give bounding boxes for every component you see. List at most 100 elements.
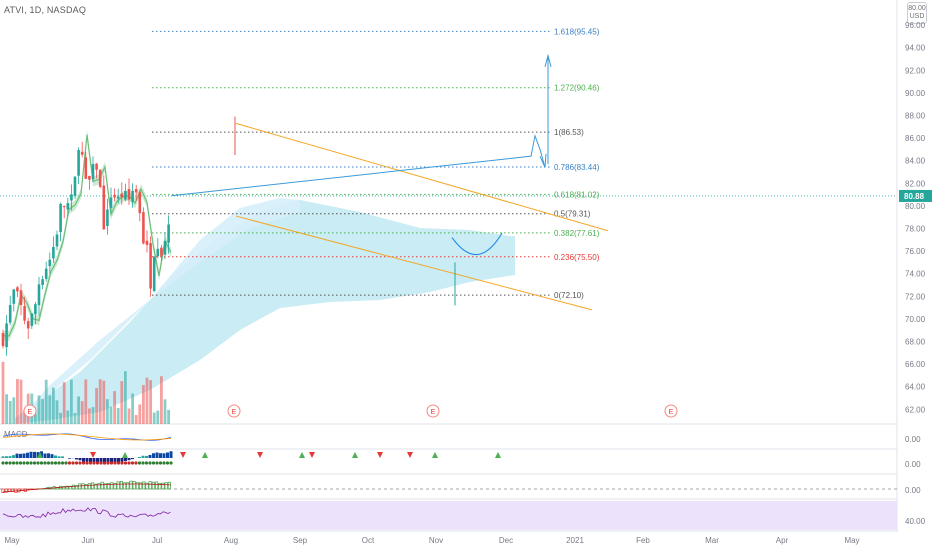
momentum-dot bbox=[1, 461, 5, 465]
fib-label-6: 0.382(77.61) bbox=[554, 229, 600, 238]
momentum-dot bbox=[141, 461, 145, 465]
volume-bar bbox=[8, 401, 12, 424]
y-tick-label-10: 78.00 bbox=[905, 225, 926, 234]
fib-label-4: 0.618(81.02) bbox=[554, 190, 600, 199]
osc-bar bbox=[155, 481, 159, 490]
volume-bar bbox=[19, 379, 23, 424]
volume-bar bbox=[1, 361, 5, 424]
osc-bar bbox=[110, 482, 114, 490]
momentum-dot bbox=[57, 461, 61, 465]
ichimoku-cloud bbox=[15, 200, 515, 424]
momentum-bar bbox=[22, 453, 26, 458]
volume-bar bbox=[5, 394, 8, 424]
momentum-dot bbox=[32, 461, 37, 465]
volume-bar bbox=[167, 409, 170, 424]
momentum-bar bbox=[54, 455, 57, 458]
x-tick-label-4: Sep bbox=[293, 536, 308, 545]
momentum-dot bbox=[127, 461, 131, 465]
volume-bar bbox=[145, 377, 149, 424]
momentum-bar bbox=[15, 453, 19, 458]
candles-layer bbox=[1, 116, 456, 356]
candle-body bbox=[113, 194, 116, 198]
momentum-dot bbox=[4, 461, 9, 465]
volume-bar bbox=[88, 408, 91, 424]
momentum-bar bbox=[82, 458, 85, 462]
signal-up-triangle-5 bbox=[432, 452, 438, 458]
momentum-bar bbox=[120, 458, 124, 462]
osc-bar bbox=[65, 485, 69, 490]
x-tick-label-9: Feb bbox=[636, 536, 650, 545]
y-tick-label-12: 74.00 bbox=[905, 270, 926, 279]
cloud-band-2 bbox=[20, 198, 300, 418]
momentum-dot bbox=[39, 461, 44, 465]
momentum-dot bbox=[50, 461, 54, 465]
momentum-bar bbox=[96, 458, 99, 464]
momentum-bar bbox=[169, 451, 173, 458]
momentum-dot bbox=[151, 461, 156, 465]
candle-body bbox=[160, 247, 163, 256]
candle-body bbox=[134, 189, 138, 193]
momentum-dot bbox=[25, 461, 30, 465]
y-tick-label-15: 68.00 bbox=[905, 338, 926, 347]
candle-body bbox=[77, 150, 80, 176]
ribbon-layer bbox=[3, 129, 172, 341]
momentum-bar bbox=[148, 454, 152, 458]
fib-label-2: 1(86.53) bbox=[554, 128, 584, 137]
volume-bar bbox=[113, 391, 116, 424]
candle-body bbox=[12, 289, 16, 304]
osc-bar bbox=[107, 483, 111, 490]
candle-body bbox=[145, 240, 149, 245]
volume-bar bbox=[77, 396, 80, 424]
osc-bar bbox=[94, 483, 98, 490]
y-tick-label-9: 80.00 bbox=[905, 202, 926, 211]
momentum-bar bbox=[26, 452, 29, 458]
osc-bar bbox=[84, 484, 88, 490]
volume-bar bbox=[73, 412, 77, 424]
y-tick-label-4: 90.00 bbox=[905, 89, 926, 98]
momentum-dot bbox=[74, 461, 79, 465]
channel-lower bbox=[235, 215, 593, 311]
volume-bar bbox=[163, 399, 167, 424]
projection-path bbox=[171, 133, 546, 197]
candle-body bbox=[102, 185, 106, 230]
momentum-dot bbox=[8, 461, 12, 465]
signal-down-triangle-4 bbox=[377, 452, 383, 458]
candle-body bbox=[44, 268, 48, 279]
osc-bar bbox=[87, 483, 91, 490]
momentum-dot bbox=[60, 461, 65, 465]
candle-body bbox=[59, 203, 62, 233]
momentum-bar bbox=[68, 458, 71, 459]
candle-body bbox=[116, 196, 120, 199]
currency-badge[interactable]: 80.00 USD bbox=[907, 2, 927, 24]
candle-body bbox=[73, 176, 77, 196]
momentum-bar bbox=[99, 458, 103, 464]
momentum-dot bbox=[99, 461, 103, 465]
osc-bar bbox=[161, 482, 165, 490]
osc-bar bbox=[116, 481, 120, 490]
momentum-dot bbox=[162, 461, 166, 465]
momentum-bar bbox=[50, 454, 54, 458]
momentum-dot bbox=[36, 461, 40, 465]
candle-body bbox=[163, 240, 167, 255]
y-tick-label-16: 66.00 bbox=[905, 360, 926, 369]
volume-bar bbox=[116, 408, 120, 424]
momentum-dot bbox=[64, 461, 68, 465]
volume-bar bbox=[48, 395, 52, 424]
momentum-bar bbox=[106, 458, 110, 465]
fib-layer: 1.618(95.45) 1.272(90.46) 1(86.53) 0.786(83… bbox=[0, 27, 897, 300]
osc-bar bbox=[71, 484, 75, 490]
x-tick-label-0: May bbox=[4, 536, 19, 545]
volume-layer bbox=[1, 361, 170, 424]
osc-bar bbox=[151, 481, 155, 490]
momentum-dot bbox=[71, 461, 75, 465]
osc-bar bbox=[103, 483, 107, 490]
volume-bar bbox=[55, 400, 59, 424]
momentum-dot bbox=[78, 461, 82, 465]
y-tick-label-7: 84.00 bbox=[905, 157, 926, 166]
momentum-dot bbox=[95, 461, 100, 465]
cloud-layer bbox=[15, 198, 515, 424]
volume-bar bbox=[142, 385, 145, 424]
volume-bar bbox=[12, 397, 16, 424]
